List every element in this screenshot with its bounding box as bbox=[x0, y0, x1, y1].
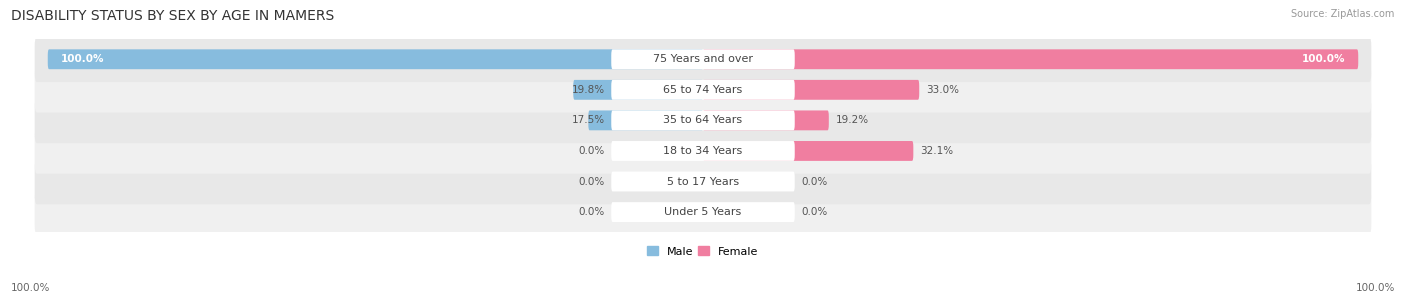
FancyBboxPatch shape bbox=[35, 37, 1371, 82]
Text: 19.8%: 19.8% bbox=[572, 85, 605, 95]
FancyBboxPatch shape bbox=[48, 49, 703, 69]
FancyBboxPatch shape bbox=[612, 172, 794, 192]
Text: 19.2%: 19.2% bbox=[835, 115, 869, 125]
Text: 100.0%: 100.0% bbox=[11, 283, 51, 293]
Text: 0.0%: 0.0% bbox=[578, 177, 605, 186]
FancyBboxPatch shape bbox=[35, 159, 1371, 204]
Text: 33.0%: 33.0% bbox=[925, 85, 959, 95]
Text: 0.0%: 0.0% bbox=[801, 207, 828, 217]
Text: 100.0%: 100.0% bbox=[1302, 54, 1346, 64]
FancyBboxPatch shape bbox=[703, 110, 828, 130]
Text: 100.0%: 100.0% bbox=[1355, 283, 1395, 293]
Text: 100.0%: 100.0% bbox=[60, 54, 104, 64]
Text: 17.5%: 17.5% bbox=[572, 115, 605, 125]
FancyBboxPatch shape bbox=[612, 80, 794, 100]
FancyBboxPatch shape bbox=[703, 141, 914, 161]
FancyBboxPatch shape bbox=[612, 141, 794, 161]
FancyBboxPatch shape bbox=[574, 80, 703, 100]
Text: 65 to 74 Years: 65 to 74 Years bbox=[664, 85, 742, 95]
Text: Source: ZipAtlas.com: Source: ZipAtlas.com bbox=[1291, 9, 1395, 19]
Text: 32.1%: 32.1% bbox=[920, 146, 953, 156]
FancyBboxPatch shape bbox=[612, 202, 794, 222]
FancyBboxPatch shape bbox=[612, 49, 794, 69]
FancyBboxPatch shape bbox=[35, 67, 1371, 113]
FancyBboxPatch shape bbox=[35, 128, 1371, 174]
Text: 75 Years and over: 75 Years and over bbox=[652, 54, 754, 64]
Text: 18 to 34 Years: 18 to 34 Years bbox=[664, 146, 742, 156]
Text: 5 to 17 Years: 5 to 17 Years bbox=[666, 177, 740, 186]
Text: 35 to 64 Years: 35 to 64 Years bbox=[664, 115, 742, 125]
FancyBboxPatch shape bbox=[612, 110, 794, 130]
FancyBboxPatch shape bbox=[703, 80, 920, 100]
Legend: Male, Female: Male, Female bbox=[643, 242, 763, 261]
FancyBboxPatch shape bbox=[588, 110, 703, 130]
Text: Under 5 Years: Under 5 Years bbox=[665, 207, 741, 217]
Text: 0.0%: 0.0% bbox=[578, 207, 605, 217]
Text: 0.0%: 0.0% bbox=[578, 146, 605, 156]
Text: DISABILITY STATUS BY SEX BY AGE IN MAMERS: DISABILITY STATUS BY SEX BY AGE IN MAMER… bbox=[11, 9, 335, 23]
FancyBboxPatch shape bbox=[35, 98, 1371, 143]
FancyBboxPatch shape bbox=[703, 49, 1358, 69]
FancyBboxPatch shape bbox=[35, 189, 1371, 235]
Text: 0.0%: 0.0% bbox=[801, 177, 828, 186]
